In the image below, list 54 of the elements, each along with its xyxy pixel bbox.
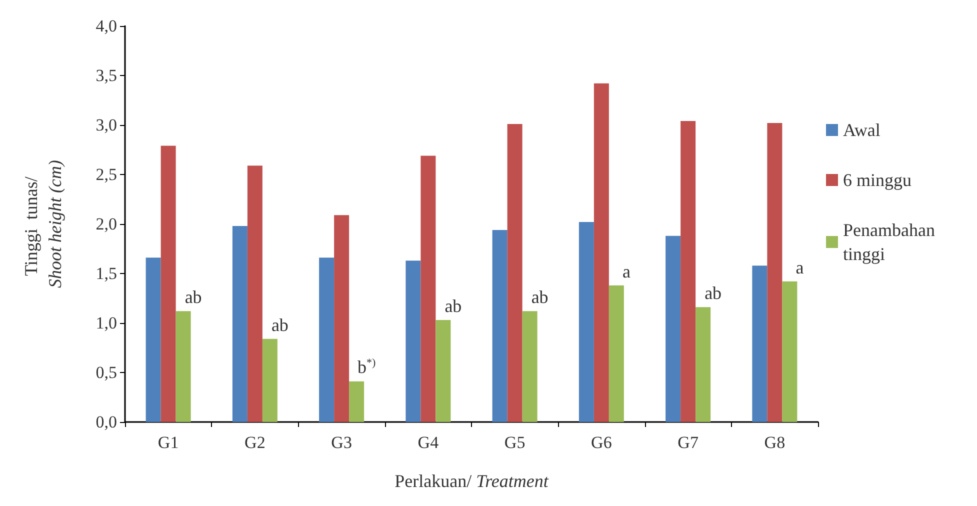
y-tick-label: 3,0: [96, 116, 117, 134]
x-tick-label: G1: [158, 433, 179, 452]
data-label: a: [796, 257, 804, 278]
legend-label: Awal: [843, 120, 880, 140]
x-axis-title: Perlakuan/ Treatment: [394, 471, 550, 491]
y-tick-label: 4,0: [96, 16, 117, 36]
bar: [507, 124, 522, 422]
y-axis-title: Tinggi tunas/ Shoot height (cm): [21, 160, 65, 288]
data-label: ab: [184, 287, 202, 308]
y-tick-label: 3,5: [96, 66, 117, 85]
x-tick-label: G7: [678, 433, 699, 452]
bar: [406, 260, 421, 422]
x-tick-label: G8: [764, 433, 786, 452]
bar: [349, 381, 364, 422]
bar: [420, 156, 436, 422]
bar: [319, 258, 334, 422]
y-tick-label: 0,5: [96, 363, 117, 382]
bar: [232, 226, 248, 422]
bar: [436, 320, 451, 422]
data-label: ab: [444, 296, 462, 316]
y-tick-label: 1,5: [96, 264, 117, 283]
bar: [594, 83, 609, 422]
bar: [247, 166, 262, 422]
bar: [334, 215, 350, 422]
data-label: ab: [531, 287, 548, 308]
x-tick-label: G6: [591, 433, 612, 452]
x-tick-label: G2: [244, 433, 266, 452]
bar: [782, 281, 798, 422]
bar: [146, 258, 161, 422]
bar: [492, 230, 508, 422]
bar: [608, 285, 624, 422]
y-tick-label: 0,0: [96, 412, 117, 432]
bar: [752, 266, 768, 422]
x-tick-label: G3: [331, 433, 352, 452]
y-tick-label: 2,0: [96, 214, 117, 234]
data-label: a: [622, 261, 630, 282]
bar: [696, 307, 711, 422]
bar: [262, 338, 278, 422]
data-label: ab: [271, 314, 288, 335]
bar: [160, 146, 176, 422]
bar: [578, 222, 594, 422]
bar: [176, 311, 191, 422]
data-label: b*): [357, 356, 376, 377]
bar: [522, 311, 538, 422]
data-label: ab: [704, 283, 722, 304]
x-tick-label: G4: [418, 433, 440, 452]
bar: [767, 123, 782, 422]
y-tick-label: 1,0: [96, 314, 117, 332]
x-tick-label: G5: [504, 433, 526, 452]
legend-label: Penambahan tinggi: [843, 220, 940, 264]
bar: [666, 236, 681, 422]
y-tick-label: 2,5: [96, 165, 117, 184]
legend-label: 6 minggu: [843, 170, 912, 190]
bar: [680, 121, 696, 422]
